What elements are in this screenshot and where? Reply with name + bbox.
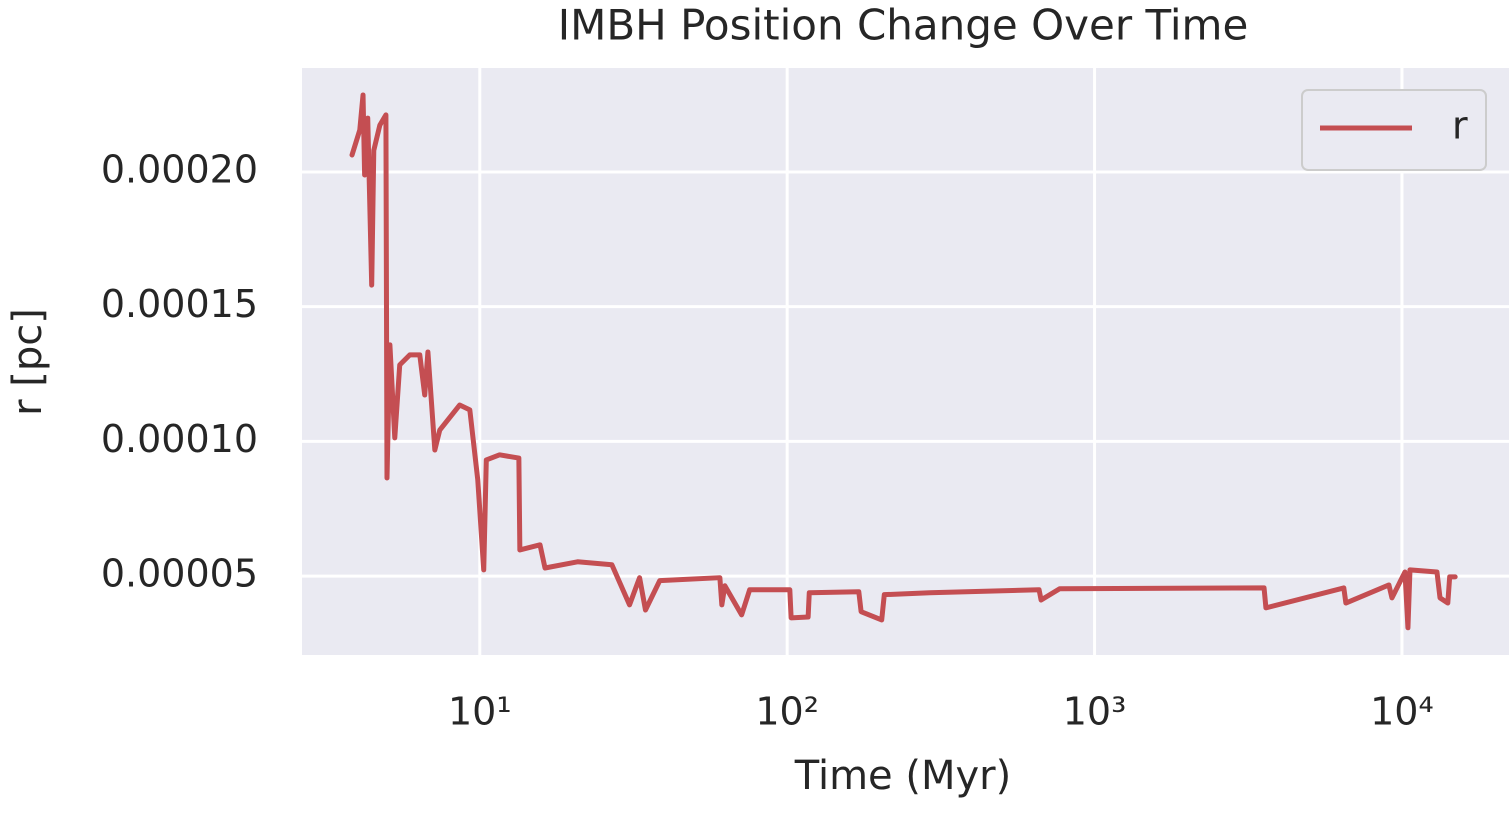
y-axis-label: r [pc] — [5, 308, 51, 416]
x-tick-label: 10¹ — [448, 690, 512, 734]
legend-label: r — [1452, 104, 1468, 148]
data-line — [349, 92, 1458, 631]
x-axis-label: Time (Myr) — [794, 753, 1011, 799]
chart-title: IMBH Position Change Over Time — [558, 1, 1249, 50]
y-tick-label: 0.00015 — [101, 282, 258, 326]
y-tick-label: 0.00010 — [101, 417, 258, 461]
x-tick-label: 10² — [755, 690, 819, 734]
y-tick-label: 0.00005 — [101, 552, 258, 596]
x-tick-label: 10³ — [1063, 690, 1127, 734]
x-tick-label: 10⁴ — [1370, 690, 1434, 734]
y-tick-label: 0.00020 — [101, 147, 258, 191]
